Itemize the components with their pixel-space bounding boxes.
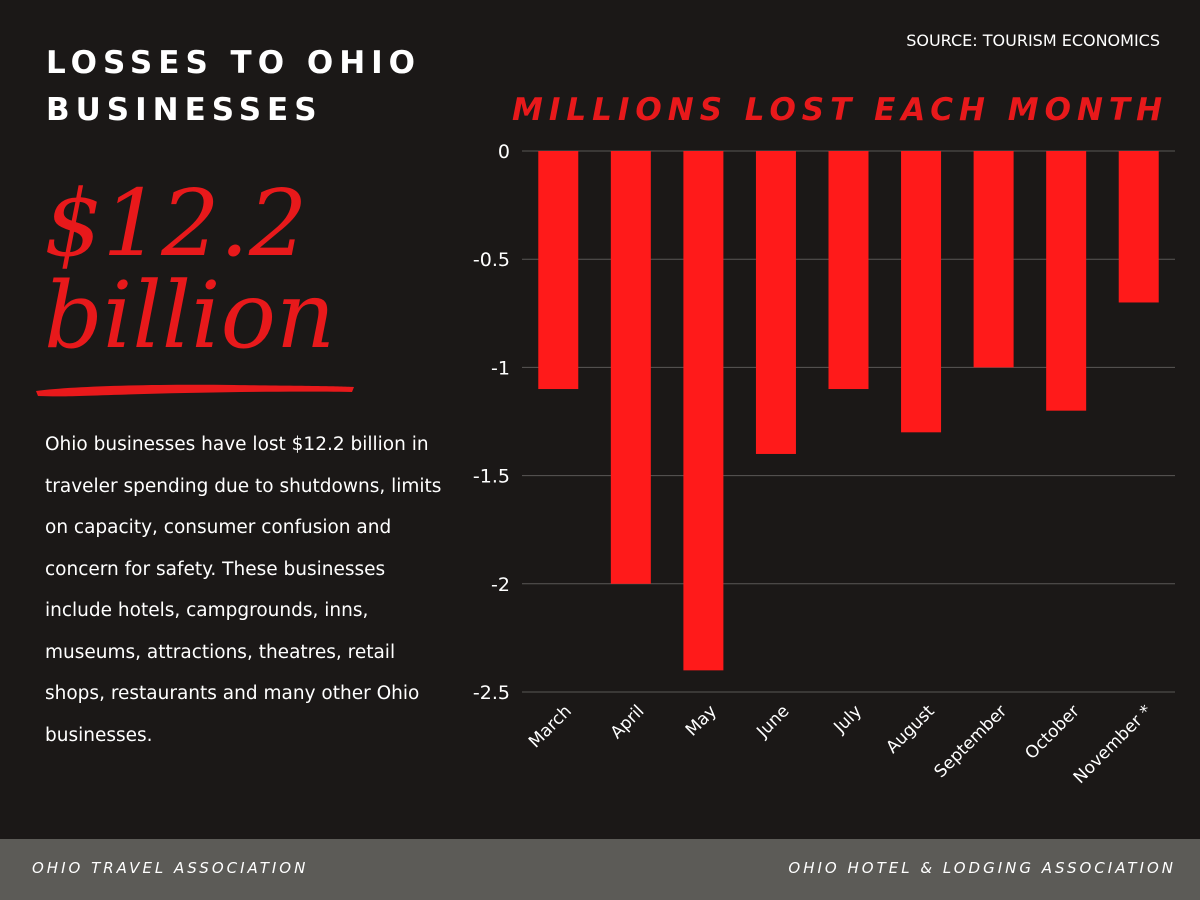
x-tick-label: October [1021,701,1083,763]
x-tick-label: September [931,701,1012,782]
y-tick-label: -1 [491,357,510,379]
bar [683,151,724,671]
description: Ohio businesses have lost $12.2 billion … [45,434,442,746]
source-note: SOURCE: TOURISM ECONOMICS [906,31,1160,50]
y-tick-label: -0.5 [473,249,510,271]
total-loss-value: $12.2 [44,170,308,277]
x-tick-label: March [525,701,576,752]
bar [828,151,869,390]
x-tick-label: April [607,701,649,743]
y-tick-label: -1.5 [473,466,510,488]
bar [755,151,796,454]
brush-underline [36,384,354,397]
chart-title: MILLIONS LOST EACH MONTH [511,92,1169,128]
footer-org-left: OHIO TRAVEL ASSOCIATION [32,859,309,877]
x-tick-label: June [752,701,793,742]
total-loss-amount: $12.2 billion [44,178,444,362]
total-loss-unit: billion [44,262,336,369]
footer-bar: OHIO TRAVEL ASSOCIATION OHIO HOTEL & LOD… [0,839,1200,900]
y-tick-label: 0 [498,141,510,163]
bar [1046,151,1087,411]
x-tick-label: November * [1070,701,1157,788]
x-tick-label: July [830,701,866,737]
bar [610,151,651,584]
x-tick-label: May [682,701,721,740]
bar [901,151,942,433]
footer-org-right: OHIO HOTEL & LODGING ASSOCIATION [788,859,1176,877]
bar [1118,151,1159,303]
bar [973,151,1014,368]
bar [538,151,579,390]
y-tick-label: -2 [491,574,510,596]
y-tick-label: -2.5 [473,682,510,704]
bar-chart: 0 -0.5 -1 -1.5 -2 -2.5 March April May June July Au… [473,141,1175,788]
headline: LOSSES TO OHIO BUSINESSES [46,45,422,128]
x-tick-label: August [882,701,938,757]
